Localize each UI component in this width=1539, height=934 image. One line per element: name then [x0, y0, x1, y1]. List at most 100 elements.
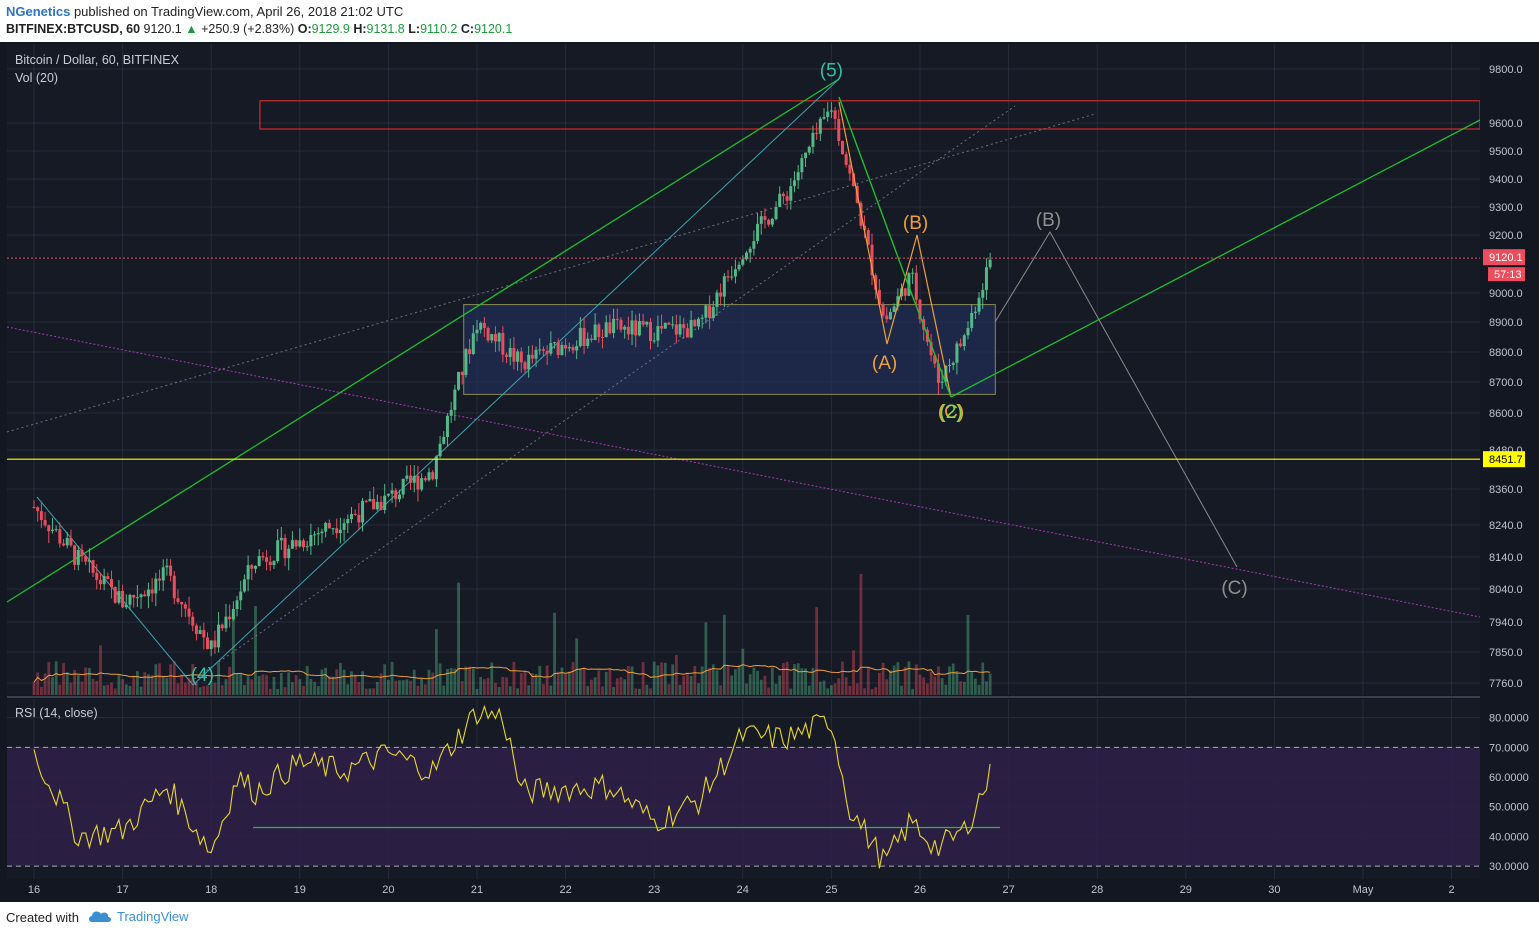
volume-bar — [542, 684, 545, 695]
candle-body — [512, 347, 516, 362]
wave-label: (2) — [939, 402, 962, 423]
volume-bar — [361, 671, 364, 695]
candle-body — [545, 350, 549, 354]
candle-body — [191, 616, 195, 626]
created-with-text: Created with — [6, 910, 79, 925]
volume-bar — [841, 661, 844, 695]
candle-body — [685, 328, 689, 338]
volume-bar — [434, 629, 438, 695]
candle-body — [626, 326, 630, 335]
candle-body — [892, 306, 896, 312]
tradingview-link[interactable]: TradingView — [88, 908, 189, 924]
candle-body — [796, 172, 800, 181]
volume-bar — [830, 685, 833, 695]
volume-bar — [682, 675, 686, 695]
volume-bar — [582, 668, 586, 695]
candle-body — [257, 556, 261, 566]
candle-body — [778, 193, 782, 208]
volume-bar — [342, 669, 346, 695]
candle-body — [722, 276, 726, 297]
rsi-layer — [7, 704, 1480, 869]
candle-body — [715, 292, 719, 307]
volume-bar — [128, 685, 132, 695]
rsi-band — [7, 747, 1480, 867]
volume-bar — [656, 665, 660, 695]
volume-bar — [47, 661, 51, 695]
volume-bar — [870, 688, 874, 695]
volume-bar — [180, 674, 184, 695]
candle-body — [774, 207, 778, 219]
volume-bar — [390, 661, 394, 695]
volume-bar — [907, 661, 911, 695]
volume-bar — [279, 673, 283, 695]
volume-bar — [468, 666, 472, 695]
volume-bar — [612, 687, 615, 695]
candle-body — [298, 540, 302, 547]
volume-bar — [693, 666, 697, 695]
candle-body — [700, 317, 704, 319]
dotted-trendline — [6, 113, 1096, 433]
candle-body — [265, 557, 269, 562]
high-value: 9131.8 — [366, 22, 405, 36]
candle-body — [748, 248, 752, 253]
candle-body — [815, 132, 819, 134]
candle-body — [541, 349, 545, 351]
volume-bar — [195, 681, 198, 695]
volume-bar — [859, 573, 863, 695]
volume-bar — [560, 667, 564, 695]
volume-bar — [372, 688, 376, 695]
candle-body — [91, 560, 95, 573]
open-value: 9129.9 — [311, 22, 350, 36]
candle-body — [449, 409, 453, 416]
volume-bar — [305, 666, 309, 695]
volume-bar — [981, 662, 985, 695]
chart-frame[interactable]: (5) (4) (A) (B) (C) (2) (B) (C) 9800.0 9600.0 950… — [0, 42, 1539, 902]
level-price-tag-text: 8451.7 — [1489, 454, 1523, 466]
candle-body — [335, 528, 339, 534]
candle-body — [800, 158, 804, 173]
candle-body — [881, 305, 885, 316]
volume-bar — [95, 680, 99, 695]
volume-bar — [793, 664, 796, 695]
volume-bar — [877, 672, 881, 695]
volume-bar — [442, 685, 446, 695]
volume-bar — [516, 688, 520, 695]
time-tick-label: 18 — [205, 884, 217, 896]
candle-body — [139, 594, 143, 598]
volume-bar — [143, 672, 147, 695]
candle-body — [988, 259, 992, 268]
candle-body — [553, 342, 557, 344]
candle-body — [128, 594, 132, 605]
volume-bar — [737, 665, 741, 695]
candle-body — [744, 252, 748, 260]
volume-bar — [453, 668, 457, 695]
candle-body — [527, 354, 531, 370]
up-arrow-icon: ▲ — [185, 22, 198, 36]
volume-bar — [331, 676, 335, 695]
wave-label: (5) — [820, 61, 843, 82]
volume-bar — [715, 670, 719, 695]
candle-body — [338, 529, 342, 534]
volume-bar — [58, 684, 62, 695]
candle-body — [368, 499, 372, 502]
author-link[interactable]: NGenetics — [6, 4, 71, 19]
volume-bar — [959, 681, 963, 695]
candle-body — [154, 578, 158, 594]
candle-body — [848, 164, 852, 174]
candle-body — [464, 349, 468, 375]
volume-bar — [789, 688, 793, 695]
candle-body — [169, 565, 173, 576]
time-tick-label: 23 — [648, 884, 660, 896]
volume-bar — [99, 645, 102, 695]
volume-bar — [578, 669, 582, 695]
candle-body — [150, 589, 154, 594]
chart-canvas[interactable]: (5)(4)(A)(B)(C)(2)(B)(C) 9800.09600.0950… — [0, 42, 1539, 902]
candle-body — [874, 275, 878, 290]
candle-body — [235, 600, 239, 610]
volume-bar — [254, 605, 257, 695]
candle-body — [752, 241, 756, 249]
candle-body — [176, 598, 180, 602]
volume-bar — [405, 679, 409, 695]
volume-ma-line — [33, 664, 991, 683]
candle-body — [940, 381, 944, 383]
